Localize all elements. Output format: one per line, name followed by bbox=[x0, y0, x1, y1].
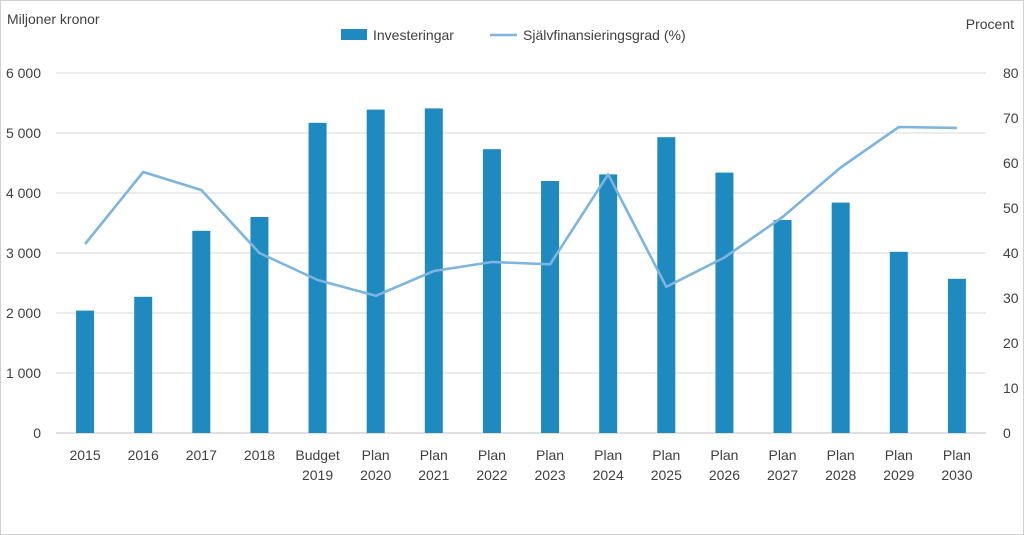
right-tick-label: 60 bbox=[1003, 155, 1019, 171]
right-tick-label: 10 bbox=[1003, 380, 1019, 396]
bar bbox=[599, 174, 618, 433]
left-axis-title: Miljoner kronor bbox=[7, 11, 100, 27]
right-tick-label: 80 bbox=[1003, 65, 1019, 81]
bar bbox=[541, 181, 560, 433]
x-tick-label: 2019 bbox=[302, 467, 333, 483]
bar bbox=[76, 310, 95, 433]
left-tick-label: 6 000 bbox=[6, 65, 41, 81]
x-tick-label: Plan bbox=[594, 447, 622, 463]
x-tick-label: Plan bbox=[769, 447, 797, 463]
right-tick-label: 70 bbox=[1003, 110, 1019, 126]
bar bbox=[889, 251, 908, 433]
right-tick-label: 30 bbox=[1003, 290, 1019, 306]
bar bbox=[482, 149, 501, 433]
legend-swatch-bar bbox=[341, 29, 367, 40]
left-tick-label: 5 000 bbox=[6, 125, 41, 141]
x-tick-label: Plan bbox=[478, 447, 506, 463]
x-tick-label: Plan bbox=[420, 447, 448, 463]
series-line bbox=[84, 125, 957, 298]
x-tick-label: 2021 bbox=[418, 467, 449, 483]
x-tick-label: Plan bbox=[827, 447, 855, 463]
x-tick-label: 2016 bbox=[128, 447, 159, 463]
bar bbox=[831, 202, 850, 433]
left-tick-label: 1 000 bbox=[6, 365, 41, 381]
legend-label-line: Självfinansieringsgrad (%) bbox=[523, 27, 686, 43]
left-tick-label: 4 000 bbox=[6, 185, 41, 201]
x-tick-label: Plan bbox=[536, 447, 564, 463]
x-tick-label: Plan bbox=[652, 447, 680, 463]
bar bbox=[715, 172, 734, 433]
x-tick-label: 2029 bbox=[883, 467, 914, 483]
bar bbox=[308, 122, 327, 434]
x-tick-label: Plan bbox=[943, 447, 971, 463]
x-tick-label: 2018 bbox=[244, 447, 275, 463]
right-axis-title: Procent bbox=[966, 16, 1014, 32]
x-tick-label: 2027 bbox=[767, 467, 798, 483]
x-tick-label: 2026 bbox=[709, 467, 740, 483]
left-tick-label: 2 000 bbox=[6, 305, 41, 321]
x-tick-label: 2017 bbox=[186, 447, 217, 463]
left-tick-label: 3 000 bbox=[6, 245, 41, 261]
bar bbox=[366, 109, 385, 433]
x-tick-label: 2015 bbox=[69, 447, 100, 463]
x-tick-label: 2030 bbox=[941, 467, 972, 483]
x-tick-label: 2022 bbox=[476, 467, 507, 483]
bar bbox=[947, 278, 966, 433]
x-tick-label: Plan bbox=[362, 447, 390, 463]
x-tick-label: 2028 bbox=[825, 467, 856, 483]
x-tick-label: Budget bbox=[295, 447, 339, 463]
x-tick-label: 2024 bbox=[593, 467, 624, 483]
right-tick-label: 40 bbox=[1003, 245, 1019, 261]
x-tick-label: 2020 bbox=[360, 467, 391, 483]
left-tick-label: 0 bbox=[33, 425, 41, 441]
x-tick-label: 2025 bbox=[651, 467, 682, 483]
bar bbox=[134, 296, 153, 433]
x-tick-label: Plan bbox=[885, 447, 913, 463]
bar bbox=[192, 230, 211, 433]
legend-label-bars: Investeringar bbox=[373, 27, 454, 43]
bar bbox=[250, 217, 269, 433]
right-tick-label: 20 bbox=[1003, 335, 1019, 351]
right-tick-label: 0 bbox=[1003, 425, 1011, 441]
right-tick-label: 50 bbox=[1003, 200, 1019, 216]
x-tick-label: Plan bbox=[710, 447, 738, 463]
bar bbox=[773, 220, 792, 433]
x-tick-label: 2023 bbox=[534, 467, 565, 483]
